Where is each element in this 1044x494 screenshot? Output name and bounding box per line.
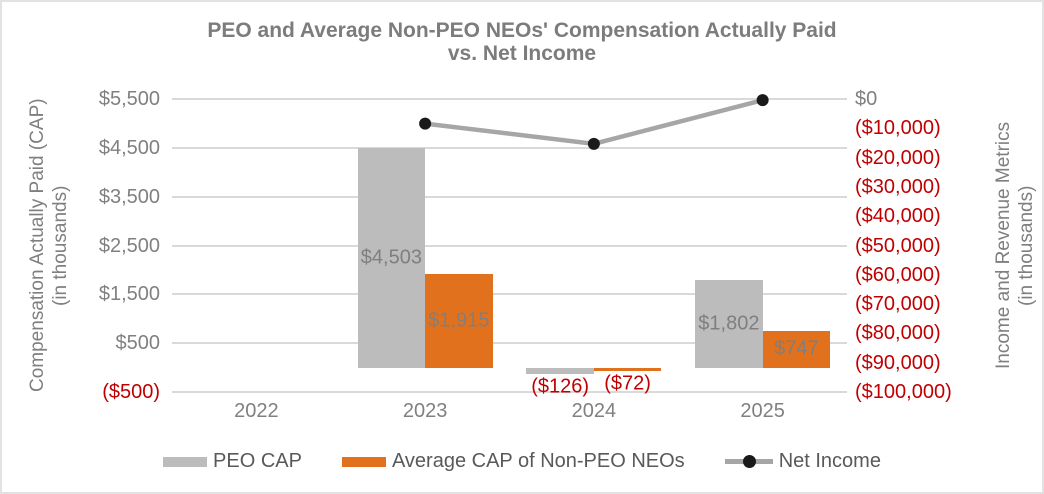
legend: PEO CAP Average CAP of Non-PEO NEOs Net In…	[2, 450, 1042, 473]
right-tick-label: ($20,000)	[855, 146, 941, 169]
legend-label: Net Income	[778, 450, 881, 472]
right-tick-label: ($100,000)	[855, 381, 952, 403]
net-income-line-layer	[419, 94, 769, 150]
peo-cap-bar-2023	[357, 147, 426, 368]
bar-data-label: ($72)	[604, 372, 651, 395]
x-axis-label-2024: 2024	[571, 400, 617, 422]
legend-line-swatch-icon	[724, 455, 773, 468]
right-tick-label: ($80,000)	[855, 322, 941, 345]
average-cap-of-non-peo-neos-bar-2024	[593, 367, 662, 372]
right-tick-label: ($60,000)	[855, 263, 941, 286]
gridline	[172, 244, 847, 247]
right-axis-title-line2: (in thousands)	[1016, 185, 1037, 306]
legend-item-peo-cap: PEO CAP	[163, 450, 302, 473]
net-income-point-2025	[756, 94, 769, 107]
chart-title: PEO and Average Non-PEO NEOs' Compensati…	[2, 19, 1042, 65]
right-tick-label: ($50,000)	[855, 234, 941, 257]
legend-item-net-income: Net Income	[724, 450, 881, 473]
legend-marker-icon	[742, 455, 756, 468]
right-axis-title: Income and Revenue Metrics (in thousands…	[992, 99, 1038, 392]
legend-label: Average CAP of Non-PEO NEOs	[391, 450, 685, 472]
x-axis-label-2025: 2025	[740, 400, 785, 422]
bar-data-label: $1,802	[698, 312, 760, 335]
chart-title-line1: PEO and Average Non-PEO NEOs' Compensati…	[207, 19, 837, 42]
right-tick-label: ($40,000)	[855, 205, 941, 228]
legend-bar-swatch-icon	[163, 456, 208, 467]
x-axis-label-2023: 2023	[402, 400, 448, 422]
right-tick-label: ($10,000)	[855, 117, 941, 140]
x-axis-label-2022: 2022	[234, 400, 279, 422]
left-tick-label: $1,500	[98, 283, 160, 306]
bar-data-label: $1,915	[428, 309, 490, 332]
bar-data-label: ($126)	[531, 375, 590, 398]
left-tick-label: $4,500	[98, 136, 160, 159]
legend-bar-swatch-icon	[341, 456, 386, 467]
left-tick-label: $2,500	[98, 234, 160, 257]
gridline	[172, 293, 847, 296]
right-tick-label: $0	[855, 88, 878, 110]
left-tick-label: $5,500	[98, 88, 160, 110]
peo-cap-bar-2025	[695, 279, 763, 368]
average-cap-of-non-peo-neos-bar-2025	[762, 331, 831, 368]
peo-cap-bar-2024	[526, 367, 594, 374]
gridline	[172, 342, 847, 345]
gridline	[172, 195, 847, 198]
right-tick-label: ($90,000)	[855, 351, 941, 374]
gridline	[172, 391, 847, 393]
net-income-point-2023	[419, 117, 432, 130]
right-tick-label: ($70,000)	[855, 293, 941, 316]
net-income-line	[424, 97, 764, 147]
bar-data-label: $747	[774, 337, 819, 360]
gridline	[172, 146, 847, 149]
legend-item-average-cap-of-non-peo-neos: Average CAP of Non-PEO NEOs	[341, 450, 685, 473]
chart-title-line2: vs. Net Income	[447, 42, 597, 65]
right-tick-label: ($30,000)	[855, 175, 941, 198]
right-axis-title-line1: Income and Revenue Metrics	[993, 121, 1014, 370]
plot-area: $4,503 ($126) $1,802 $1,915 ($72) $747	[172, 94, 847, 397]
left-tick-label: ($500)	[102, 381, 160, 403]
net-income-point-2024	[587, 137, 600, 150]
left-tick-label: $500	[115, 332, 161, 355]
legend-label: PEO CAP	[213, 450, 302, 472]
bar-data-label: $4,503	[360, 246, 422, 269]
left-tick-label: $3,500	[98, 185, 160, 208]
gridline	[172, 98, 847, 100]
average-cap-of-non-peo-neos-bar-2023	[425, 274, 493, 368]
